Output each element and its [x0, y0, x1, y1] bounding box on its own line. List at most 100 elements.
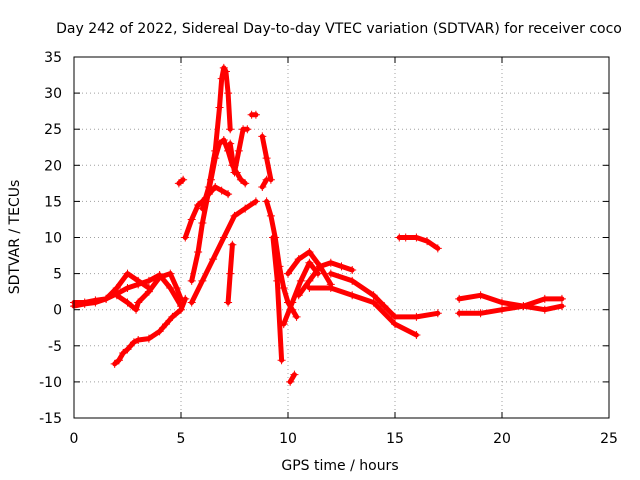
- data-point: [187, 276, 196, 285]
- data-point: [557, 294, 566, 303]
- data-point: [123, 269, 132, 278]
- series-line: [456, 292, 565, 309]
- data-point: [155, 273, 164, 282]
- data-point: [234, 146, 243, 155]
- data-point: [134, 276, 143, 285]
- series-trace-4: [112, 269, 185, 314]
- series-trace-23: [326, 269, 442, 321]
- data-point: [119, 349, 128, 358]
- data-point: [316, 262, 325, 271]
- data-point: [132, 305, 141, 314]
- data-point: [110, 359, 119, 368]
- data-point: [369, 291, 378, 300]
- data-point: [258, 132, 267, 141]
- data-point: [177, 294, 185, 303]
- y-tick-label: -15: [39, 411, 62, 427]
- data-point: [155, 327, 164, 336]
- series-line: [296, 260, 355, 298]
- data-point: [290, 370, 299, 379]
- data-point: [181, 233, 190, 242]
- x-tick-label: 20: [493, 431, 511, 447]
- x-tick-label: 0: [70, 431, 79, 447]
- series-trace-2: [70, 269, 153, 307]
- x-tick-label: 10: [279, 431, 297, 447]
- y-tick-label: 25: [44, 122, 62, 138]
- series-line: [306, 285, 419, 338]
- data-point: [224, 298, 233, 307]
- data-point: [326, 284, 335, 293]
- data-point: [241, 204, 250, 213]
- data-point: [294, 255, 303, 264]
- data-point: [172, 284, 181, 293]
- series-trace-8: [187, 197, 260, 307]
- data-point: [177, 305, 185, 314]
- data-point: [412, 312, 421, 321]
- series-trace-12: [230, 125, 252, 177]
- series-trace-19: [279, 258, 322, 329]
- y-tick-label: 15: [44, 194, 62, 210]
- data-point: [455, 294, 464, 303]
- data-point: [209, 255, 218, 264]
- data-point: [391, 312, 399, 321]
- data-point: [219, 233, 228, 242]
- x-tick-label: 15: [386, 431, 404, 447]
- y-tick-label: 35: [44, 50, 62, 66]
- data-point: [114, 356, 123, 365]
- data-point: [369, 298, 378, 307]
- data-point: [194, 247, 203, 256]
- series-trace-10: [224, 240, 237, 307]
- data-point: [401, 233, 410, 242]
- plot-area: [70, 63, 566, 386]
- y-tick-label: 30: [44, 86, 62, 102]
- data-point: [277, 356, 286, 365]
- series-trace-3: [110, 294, 190, 368]
- series-line: [287, 372, 297, 385]
- data-point: [326, 258, 335, 267]
- data-point: [258, 182, 267, 191]
- chart-title: Day 242 of 2022, Sidereal Day-to-day VTE…: [56, 21, 622, 37]
- data-point: [326, 269, 335, 278]
- data-point: [219, 136, 228, 145]
- series-trace-18: [286, 370, 299, 386]
- data-point: [294, 291, 303, 300]
- series-trace-24: [395, 233, 442, 253]
- data-point: [540, 305, 549, 314]
- data-point: [412, 330, 421, 339]
- data-point: [174, 179, 183, 188]
- data-point: [262, 175, 271, 184]
- y-tick-label: -10: [39, 375, 62, 391]
- data-point: [123, 284, 132, 293]
- x-axis-label: GPS time / hours: [281, 458, 398, 474]
- data-point: [162, 320, 171, 329]
- data-point: [251, 110, 260, 119]
- data-point: [286, 377, 295, 386]
- data-point: [224, 89, 233, 98]
- y-tick-label: -5: [48, 339, 62, 355]
- data-point: [134, 298, 143, 307]
- data-point: [226, 139, 235, 148]
- data-point: [251, 197, 260, 206]
- x-tick-label: 25: [600, 431, 618, 447]
- data-point: [226, 269, 235, 278]
- gridlines: [74, 57, 609, 418]
- data-point: [102, 294, 111, 303]
- y-axis-label: SDTVAR / TECUs: [7, 180, 23, 295]
- data-point: [498, 305, 506, 314]
- data-point: [455, 309, 464, 318]
- data-point: [211, 146, 220, 155]
- data-point: [305, 247, 314, 256]
- series-line: [112, 296, 188, 367]
- data-point: [273, 276, 282, 285]
- data-point: [221, 67, 230, 76]
- data-point: [144, 287, 153, 296]
- data-point: [144, 334, 153, 343]
- data-point: [112, 291, 121, 300]
- data-point: [279, 284, 288, 293]
- data-point: [292, 312, 301, 321]
- series-line: [259, 177, 270, 190]
- data-point: [217, 186, 226, 195]
- data-point: [266, 211, 275, 220]
- data-point: [348, 291, 357, 300]
- data-point: [215, 103, 224, 112]
